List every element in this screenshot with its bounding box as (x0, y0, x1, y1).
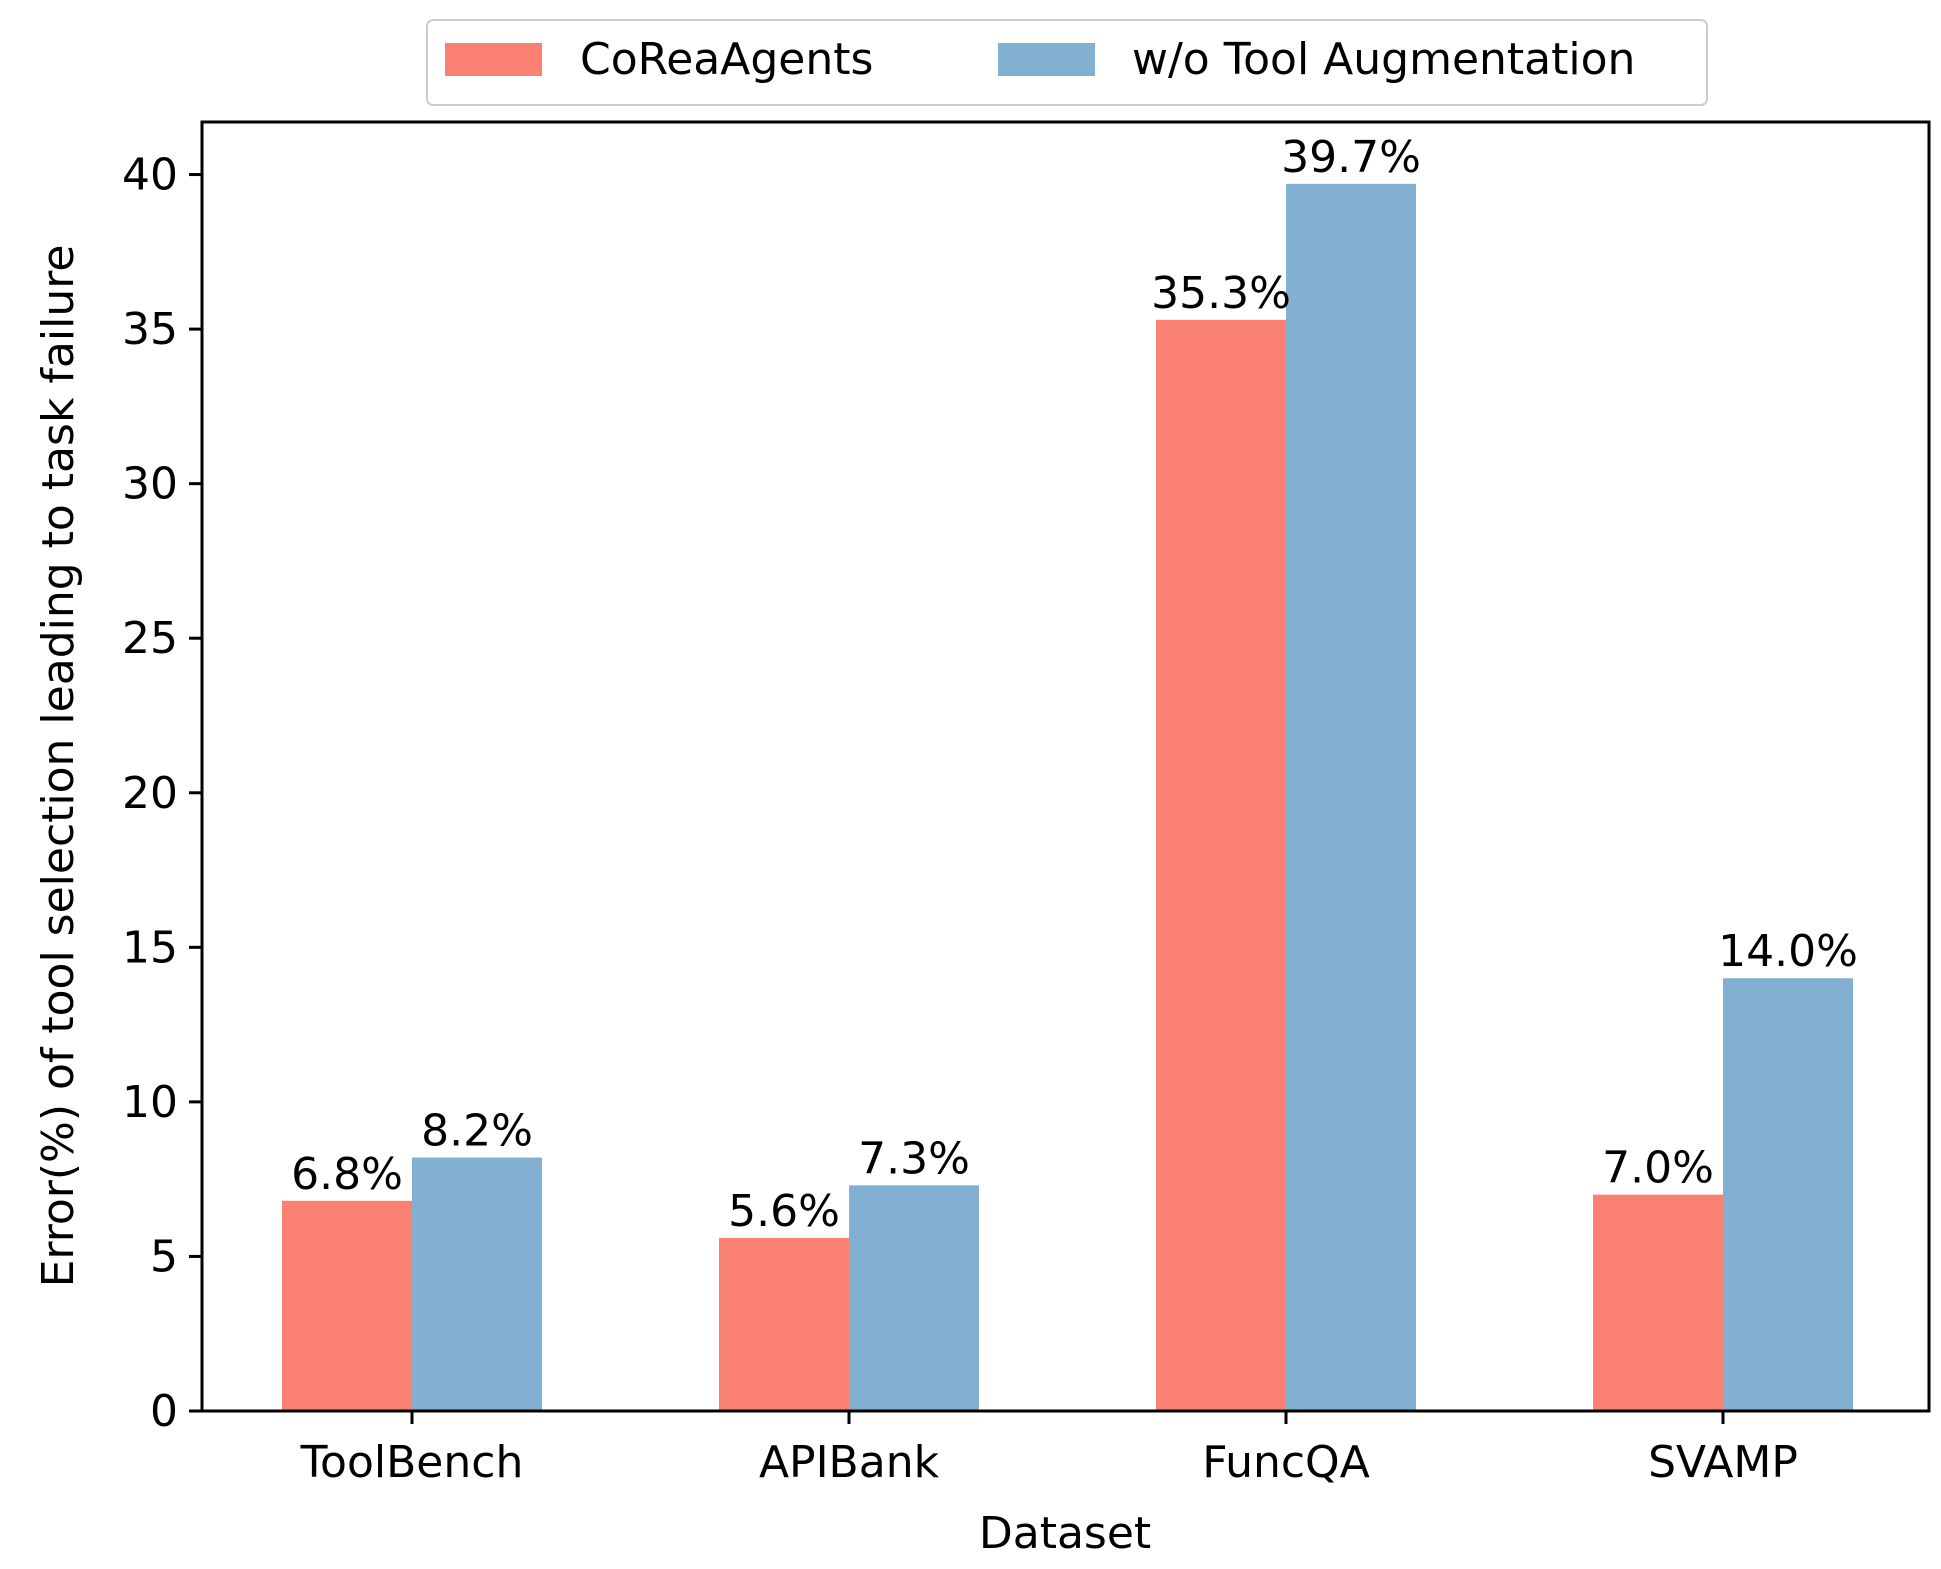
bar-w-o-tool-augmentation-svamp (1723, 978, 1853, 1411)
x-tick-label-funcqa: FuncQA (1202, 1437, 1370, 1488)
y-tick-label-30: 30 (122, 459, 178, 510)
bar-labels-group: 6.8% 8.2% 5.6% 7.3% 35.3% 39.7% 7.0% 14.0% (291, 132, 1858, 1237)
y-tick-label-35: 35 (122, 304, 178, 355)
legend-label-wo-tool-augmentation: w/o Tool Augmentation (1132, 34, 1635, 85)
y-tick-label-15: 15 (122, 922, 178, 973)
y-tick-label-5: 5 (150, 1231, 178, 1282)
bar-label-coreaagents-svamp: 7.0% (1602, 1143, 1714, 1194)
bar-label-w-o-tool-augmentation-apibank: 7.3% (858, 1133, 970, 1184)
bar-label-w-o-tool-augmentation-toolbench: 8.2% (421, 1106, 533, 1157)
x-axis-title: Dataset (979, 1508, 1151, 1559)
bar-coreaagents-funcqa (1156, 319, 1286, 1411)
y-tick-label-0: 0 (150, 1386, 178, 1437)
bars-group (282, 183, 1853, 1412)
x-tick-label-apibank: APIBank (759, 1437, 940, 1488)
bar-w-o-tool-augmentation-toolbench (412, 1157, 542, 1411)
bar-coreaagents-svamp (1593, 1194, 1723, 1411)
bar-label-w-o-tool-augmentation-funcqa: 39.7% (1281, 132, 1421, 183)
y-tick-label-25: 25 (122, 613, 178, 664)
bar-coreaagents-apibank (719, 1237, 849, 1411)
bar-label-coreaagents-funcqa: 35.3% (1151, 268, 1291, 319)
x-tick-label-toolbench: ToolBench (300, 1437, 524, 1488)
legend-swatch-wo-tool-augmentation (998, 43, 1095, 76)
plot-frame (200, 120, 1931, 1413)
x-tick-label-svamp: SVAMP (1648, 1437, 1798, 1488)
bar-label-coreaagents-toolbench: 6.8% (291, 1149, 403, 1200)
y-tick-label-20: 20 (122, 768, 178, 819)
x-axis-ticks: ToolBench APIBank FuncQA SVAMP (300, 1411, 1798, 1488)
y-axis-title: Error(%) of tool selection leading to ta… (33, 245, 84, 1288)
bar-w-o-tool-augmentation-funcqa (1286, 183, 1416, 1412)
y-axis-ticks: 0 5 10 15 20 25 30 35 40 (122, 150, 202, 1437)
y-tick-label-40: 40 (122, 150, 178, 201)
legend: CoReaAgents w/o Tool Augmentation (426, 19, 1708, 106)
bar-coreaagents-toolbench (282, 1200, 412, 1411)
bar-label-w-o-tool-augmentation-svamp: 14.0% (1718, 926, 1858, 977)
y-tick-label-10: 10 (122, 1077, 178, 1128)
legend-label-coreaagents: CoReaAgents (580, 34, 873, 85)
bar-label-coreaagents-apibank: 5.6% (728, 1186, 840, 1237)
legend-swatch-coreaagents (445, 43, 542, 76)
bar-w-o-tool-augmentation-apibank (849, 1185, 979, 1411)
